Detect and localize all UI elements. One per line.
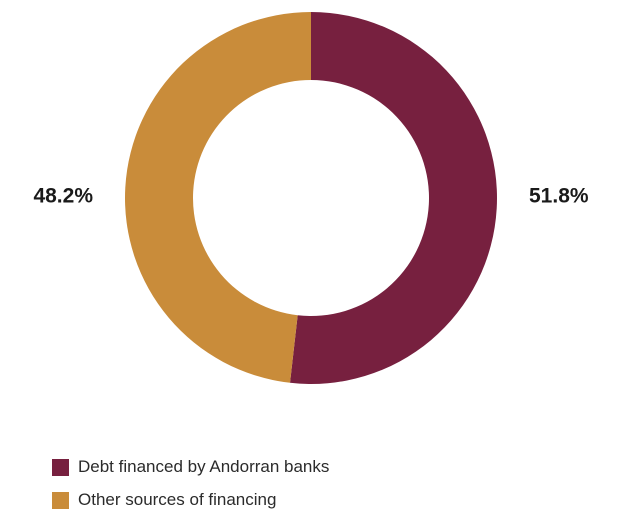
slice-label-other-sources: 48.2% bbox=[33, 185, 93, 208]
legend-item-other-sources: Other sources of financing bbox=[52, 489, 329, 511]
donut-slice-debt-financed bbox=[290, 12, 497, 384]
legend: Debt financed by Andorran banks Other so… bbox=[52, 456, 329, 522]
legend-label-debt-financed: Debt financed by Andorran banks bbox=[78, 457, 330, 476]
slice-label-debt-financed: 51.8% bbox=[529, 185, 589, 208]
slice-labels-group: 51.8% 48.2% bbox=[33, 185, 588, 208]
slices-group bbox=[125, 12, 497, 384]
donut-slice-other-sources bbox=[125, 12, 311, 383]
legend-item-debt-financed: Debt financed by Andorran banks bbox=[52, 456, 329, 478]
legend-swatch-debt-financed bbox=[52, 458, 69, 476]
legend-swatch-other-sources bbox=[52, 491, 69, 509]
donut-chart: 51.8% 48.2% bbox=[33, 12, 589, 384]
legend-label-other-sources: Other sources of financing bbox=[78, 490, 277, 509]
